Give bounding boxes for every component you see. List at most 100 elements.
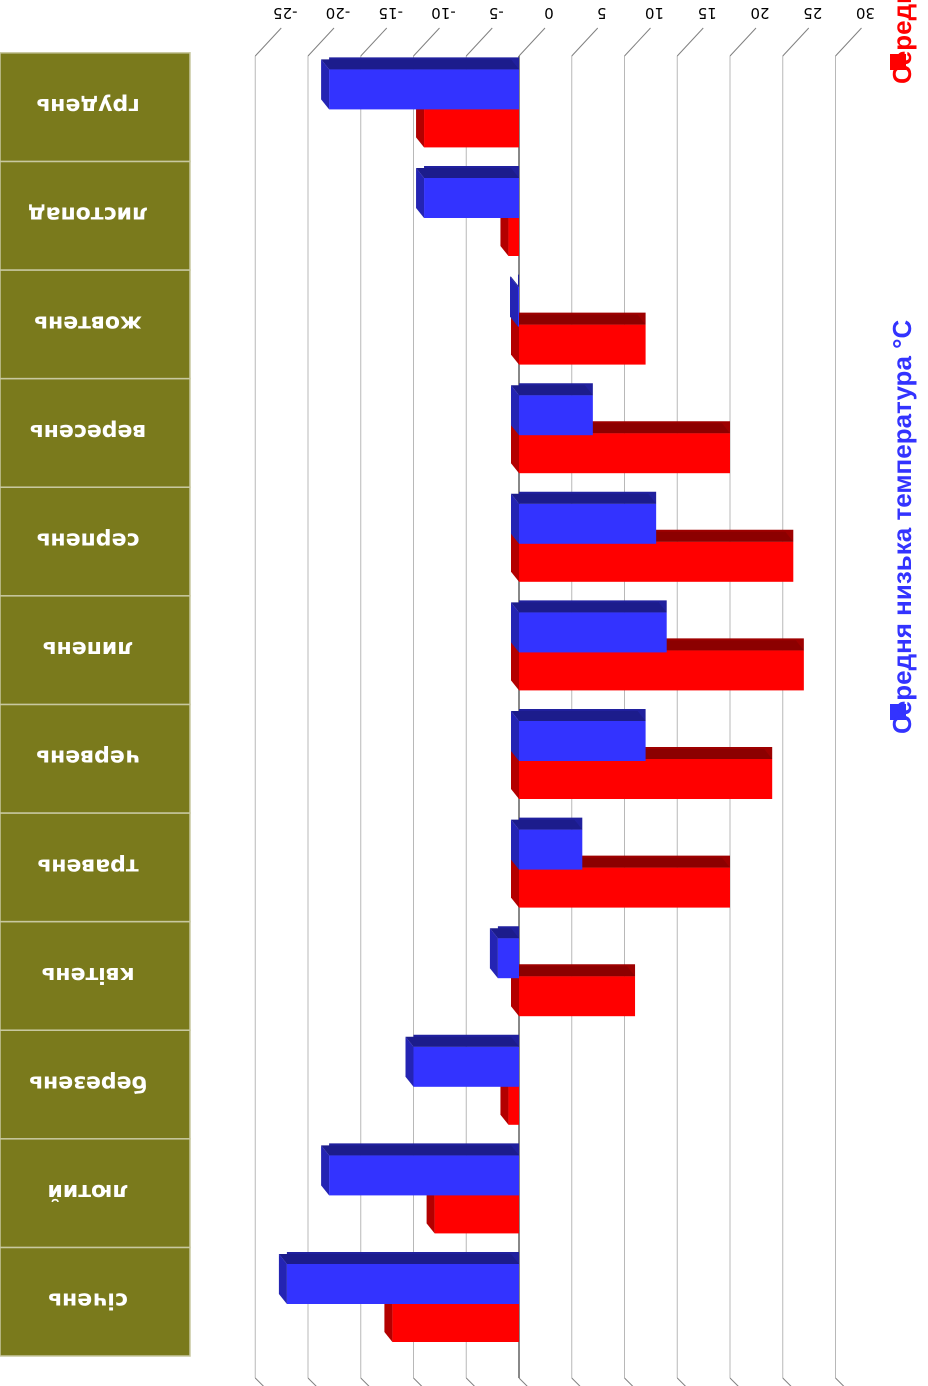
value-tick-label: -10: [431, 4, 456, 22]
bar-side-face: [416, 97, 425, 148]
gridline-floor: [835, 27, 862, 57]
category-label: серпень: [37, 528, 140, 553]
gridline-back: [307, 1377, 317, 1386]
gridline-back: [782, 1377, 792, 1386]
gridline-floor: [624, 27, 651, 57]
gridline-floor: [465, 27, 493, 57]
bar: [392, 1302, 519, 1342]
bar: [286, 1264, 519, 1304]
category-label: липень: [43, 636, 134, 661]
gridline-back: [518, 1377, 528, 1386]
bar-side-face: [416, 168, 425, 218]
bar-side-face: [511, 819, 519, 870]
bar: [434, 1193, 519, 1234]
bar-side-face: [511, 857, 519, 908]
value-tick-label: 20: [750, 4, 769, 22]
bar: [519, 433, 730, 474]
category-band-cell: [0, 1246, 191, 1357]
bar: [497, 938, 519, 979]
category-label: квітень: [41, 962, 134, 987]
category-label: лютий: [47, 1179, 128, 1204]
gridline-back: [571, 1377, 581, 1386]
bar-bottom-face: [511, 385, 593, 396]
category-band-cell: [0, 1029, 191, 1140]
bar-side-face: [511, 966, 519, 1017]
bar-bottom-face: [416, 168, 519, 178]
bar-side-face: [511, 531, 519, 582]
bar-bottom-face: [405, 1036, 519, 1047]
legend-label: Середня висока температура °C: [887, 0, 917, 84]
category-band-cell: [0, 1138, 191, 1249]
gridline-floor: [676, 27, 704, 57]
category-band-cell: [0, 160, 191, 271]
value-tick-label: -5: [489, 4, 504, 22]
legend: Середня висока температура °C Середня низ…: [887, 0, 917, 734]
bar-side-face: [278, 1254, 287, 1304]
bar-side-face: [500, 206, 509, 256]
gridline-back: [360, 1377, 370, 1386]
bar-bottom-face: [511, 711, 646, 721]
bar: [329, 1155, 519, 1196]
value-tick-label: 5: [597, 4, 607, 22]
bar-bottom-face: [321, 1145, 519, 1156]
bar-side-face: [511, 602, 519, 653]
bar-bottom-face: [511, 819, 583, 830]
bar: [508, 216, 519, 256]
gridline-floor: [729, 27, 757, 57]
value-tick-label: 0: [544, 4, 554, 22]
category-label: березень: [29, 1071, 147, 1096]
bar: [519, 650, 804, 691]
bars: [278, 57, 804, 1342]
category-label: грудень: [36, 93, 139, 118]
bar: [519, 324, 646, 365]
category-band-cell: [0, 595, 191, 706]
value-tick-label: -15: [379, 4, 404, 22]
bar-bottom-face: [321, 59, 519, 70]
bar: [508, 1084, 519, 1125]
bar-side-face: [500, 1074, 509, 1125]
bar: [329, 69, 519, 110]
bar: [519, 541, 794, 582]
category-band: січень лютий березень квітень травень червень…: [0, 52, 191, 1357]
bar-bottom-face: [510, 276, 519, 287]
category-band-cell: [0, 377, 191, 488]
bar-side-face: [511, 640, 519, 691]
gridline-floor: [413, 27, 440, 57]
bar-side-face: [405, 1036, 414, 1087]
bar-side-face: [511, 385, 519, 436]
gridline-floor: [518, 27, 546, 57]
bar-bottom-face: [511, 602, 667, 613]
gridline-floor: [254, 27, 282, 57]
category-band-cell: [0, 812, 191, 923]
category-label: жовтень: [34, 310, 142, 335]
bar-bottom-face: [278, 1254, 519, 1264]
gridline-floor: [782, 27, 810, 57]
bar-side-face: [321, 1145, 330, 1196]
gridline-back: [676, 1377, 686, 1386]
legend-swatch: [890, 54, 906, 70]
bar-side-face: [511, 423, 519, 474]
bar-side-face: [510, 276, 518, 327]
gridline-back: [729, 1377, 739, 1386]
category-label: вересень: [30, 419, 147, 444]
value-tick-label: 10: [645, 4, 664, 22]
category-band-cell: [0, 703, 191, 814]
bar-side-face: [511, 314, 519, 365]
value-axis-ticks: -25 -20 -15 -10 -5 0 5 10 15 20 25 30: [273, 4, 875, 22]
bar-bottom-face: [511, 966, 636, 977]
bar: [424, 178, 519, 218]
gridline-floor: [307, 27, 335, 57]
category-label: листопад: [28, 202, 148, 227]
gridline-back: [465, 1377, 475, 1386]
bar-bottom-face: [511, 493, 657, 504]
bar: [519, 721, 646, 761]
category-label: червень: [36, 745, 140, 770]
bar: [413, 1046, 519, 1087]
value-tick-label: -25: [273, 4, 298, 22]
gridline-floor: [360, 27, 388, 57]
gridline-floor: [571, 27, 599, 57]
gridline-back: [835, 1377, 845, 1386]
category-label: січень: [48, 1288, 128, 1313]
bar: [519, 759, 773, 799]
